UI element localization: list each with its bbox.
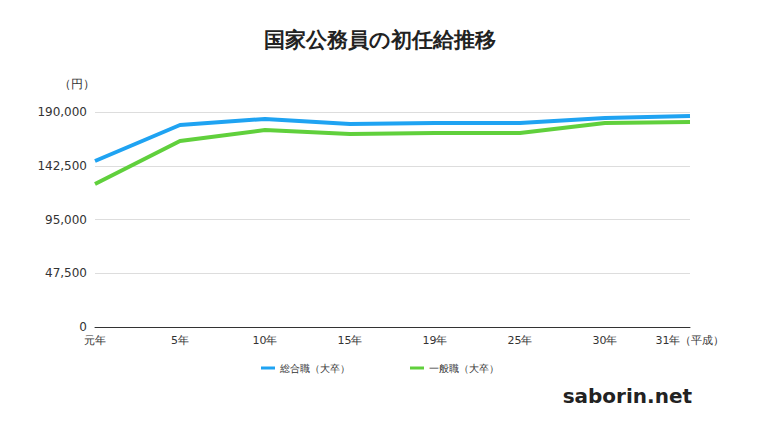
svg-text:31年（平成）: 31年（平成） [656, 334, 725, 347]
svg-text:元年: 元年 [84, 334, 106, 347]
svg-text:95,000: 95,000 [45, 213, 87, 227]
svg-text:一般職（大卒）: 一般職（大卒） [429, 363, 499, 374]
svg-text:国家公務員の初任給推移: 国家公務員の初任給推移 [264, 28, 496, 52]
svg-text:15年: 15年 [338, 334, 363, 347]
svg-text:10年: 10年 [253, 334, 278, 347]
svg-text:47,500: 47,500 [45, 266, 87, 280]
svg-text:0: 0 [79, 320, 87, 334]
svg-text:142,500: 142,500 [37, 159, 87, 173]
svg-text:25年: 25年 [508, 334, 533, 347]
svg-text:saborin.net: saborin.net [563, 384, 693, 408]
svg-text:5年: 5年 [171, 334, 189, 347]
svg-text:190,000: 190,000 [37, 105, 87, 119]
svg-text:（円）: （円） [59, 77, 95, 91]
svg-text:19年: 19年 [423, 334, 448, 347]
svg-text:総合職（大卒）: 総合職（大卒） [279, 363, 350, 374]
svg-text:30年: 30年 [593, 334, 618, 347]
